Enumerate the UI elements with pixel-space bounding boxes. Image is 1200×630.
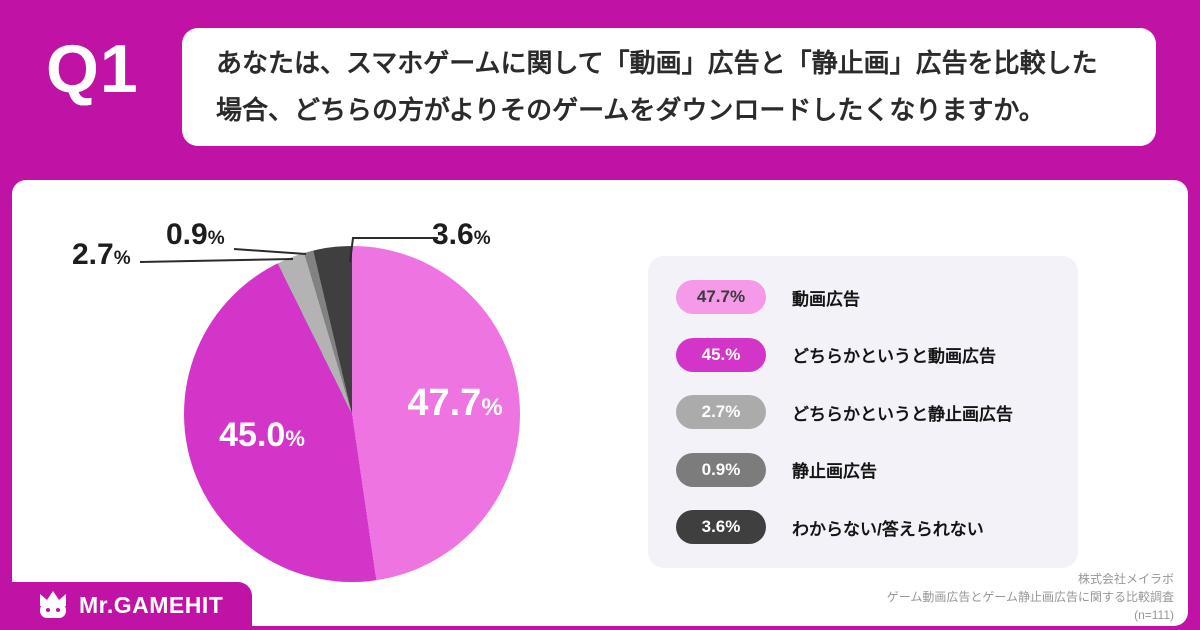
question-number: Q1 xyxy=(46,31,139,107)
legend-item-dont-know: 3.6% わからない/答えられない xyxy=(676,510,1050,544)
pie-value-number: 47.7 xyxy=(407,382,482,424)
pie-value-number: 45.0 xyxy=(219,416,286,454)
legend-badge: 45.% xyxy=(676,337,766,372)
legend-item-still-ad: 0.9% 静止画広告 xyxy=(676,452,1050,487)
legend-label: わからない/答えられない xyxy=(792,519,984,539)
callout-rather-still-ad: 2.7% xyxy=(72,238,131,272)
legend-badge: 3.6% xyxy=(676,510,766,544)
crown-character-icon xyxy=(40,591,66,618)
percent-sign: % xyxy=(113,248,131,269)
percent-sign: % xyxy=(473,228,491,249)
legend-label: 動画広告 xyxy=(792,289,860,309)
callout-dont-know: 3.6% xyxy=(432,218,491,252)
legend-badge: 2.7% xyxy=(676,395,766,429)
legend-item-video-ad: 47.7% 動画広告 xyxy=(676,280,1050,314)
source-survey-title: ゲーム動画広告とゲーム静止画広告に関する比較調査 xyxy=(886,590,1174,604)
legend-box: 47.7% 動画広告 45.% どちらかというと動画広告 2.7% どちらかとい… xyxy=(648,256,1078,568)
legend-label: どちらかというと静止画広告 xyxy=(792,404,1013,424)
percent-sign: % xyxy=(207,228,225,249)
legend-item-rather-video-ad: 45.% どちらかというと動画広告 xyxy=(676,337,1050,372)
question-text: あなたは、スマホゲームに関して「動画」広告と「静止画」広告を比較した場合、どちら… xyxy=(216,48,1098,125)
brand-logo: Mr.GAMEHIT xyxy=(36,590,223,620)
callout-still-ad: 0.9% xyxy=(166,218,225,252)
callout-number: 3.6 xyxy=(432,218,474,251)
question-box: あなたは、スマホゲームに関して「動画」広告と「静止画」広告を比較した場合、どちら… xyxy=(182,28,1156,146)
pie-chart xyxy=(184,246,520,582)
pie-value-rather-video-ad: 45.0% xyxy=(192,416,332,455)
percent-sign: % xyxy=(285,426,305,451)
legend-label: どちらかというと動画広告 xyxy=(792,347,996,366)
percent-sign: % xyxy=(481,394,503,421)
legend-badge: 47.7% xyxy=(676,280,766,314)
source-company: 株式会社メイラボ xyxy=(1077,572,1174,586)
legend-label: 静止画広告 xyxy=(792,462,877,481)
legend-badge: 0.9% xyxy=(676,452,766,487)
source-sample-size: (n=111) xyxy=(1134,608,1174,622)
pie-value-video-ad: 47.7% xyxy=(385,382,525,425)
source-note: 株式会社メイラボ ゲーム動画広告とゲーム静止画広告に関する比較調査 (n=111… xyxy=(887,570,1174,624)
brand-logo-text: Mr.GAMEHIT xyxy=(79,591,224,618)
callout-number: 2.7 xyxy=(72,238,114,271)
callout-number: 0.9 xyxy=(166,218,208,251)
legend-item-rather-still-ad: 2.7% どちらかというと静止画広告 xyxy=(676,395,1050,429)
